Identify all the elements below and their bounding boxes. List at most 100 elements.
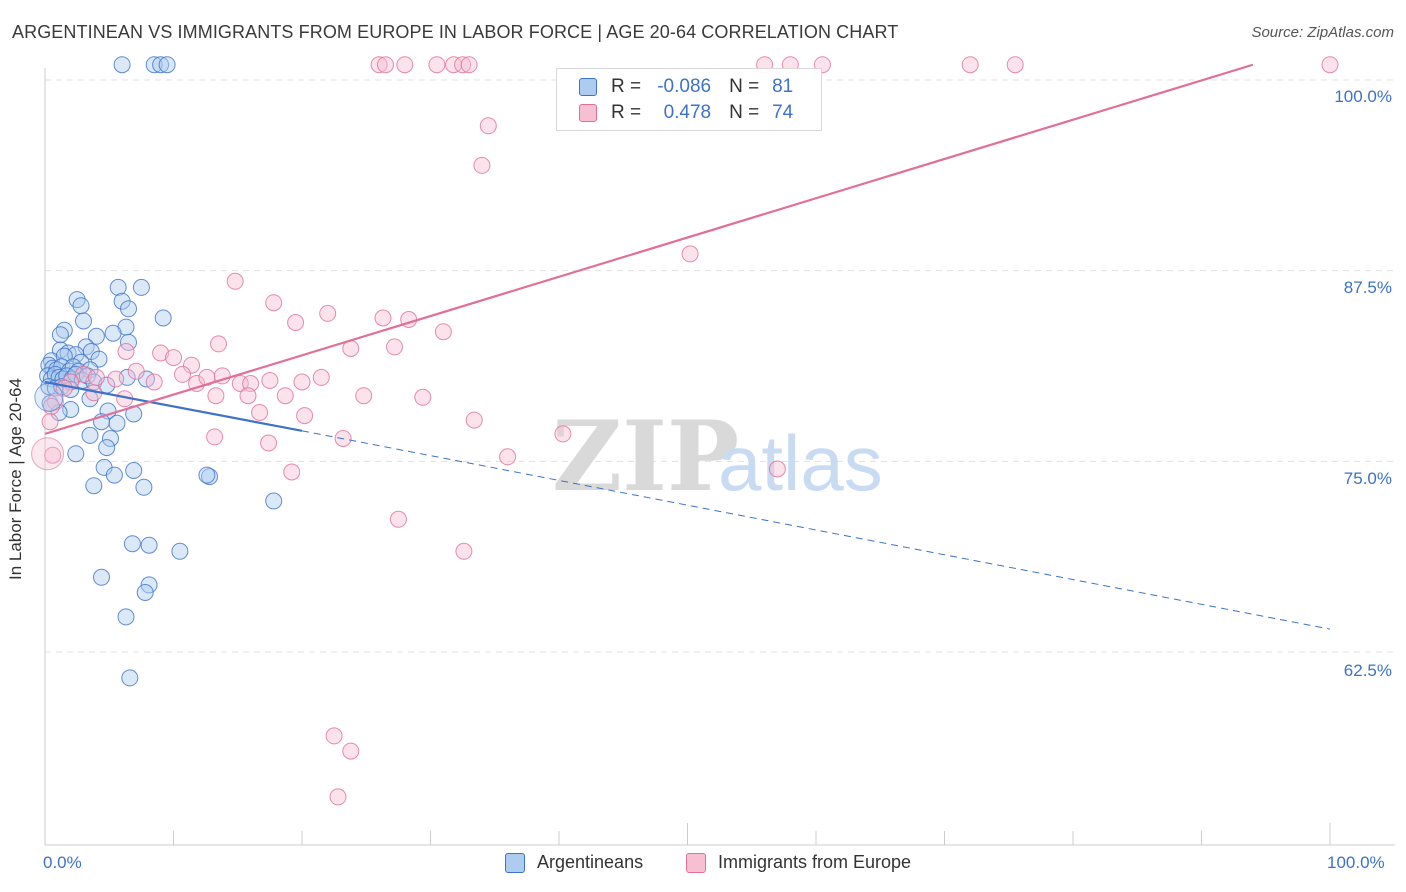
point-immigrants bbox=[396, 56, 414, 74]
point-immigrants bbox=[87, 368, 105, 386]
legend-r-label: R = bbox=[611, 102, 642, 123]
point-argentineans bbox=[113, 56, 131, 74]
grid-lines bbox=[45, 79, 1395, 653]
point-immigrants bbox=[276, 387, 294, 405]
point-argentineans bbox=[132, 278, 150, 296]
point-argentineans bbox=[140, 536, 158, 554]
y-tick-label-75: 75.0% bbox=[1343, 469, 1392, 488]
point-argentineans bbox=[135, 478, 153, 496]
point-immigrants bbox=[287, 314, 305, 331]
point-immigrants bbox=[239, 387, 257, 405]
point-immigrants bbox=[41, 413, 59, 431]
point-argentineans bbox=[81, 426, 99, 444]
point-immigrants bbox=[293, 373, 311, 391]
point-immigrants bbox=[377, 56, 394, 74]
point-immigrants bbox=[188, 375, 206, 392]
point-immigrants bbox=[174, 365, 191, 383]
point-immigrants bbox=[355, 387, 373, 405]
point-immigrants bbox=[260, 434, 278, 452]
point-immigrants bbox=[681, 245, 699, 263]
point-immigrants bbox=[183, 356, 200, 374]
point-immigrants bbox=[231, 375, 249, 392]
point-argentineans bbox=[154, 309, 172, 327]
point-immigrants bbox=[499, 448, 517, 466]
point-immigrants bbox=[165, 349, 182, 367]
point-argentineans bbox=[201, 468, 218, 486]
point-immigrants bbox=[127, 362, 145, 380]
point-argentineans bbox=[198, 466, 216, 484]
y-tick-label-62-5: 62.5% bbox=[1343, 661, 1392, 680]
point-argentineans bbox=[87, 327, 105, 345]
chart-title: ARGENTINEAN VS IMMIGRANTS FROM EUROPE IN… bbox=[12, 22, 899, 42]
point-immigrants bbox=[319, 304, 337, 322]
point-argentineans bbox=[125, 462, 143, 479]
point-argentineans bbox=[51, 326, 69, 344]
x-tick-label-0: 0.0% bbox=[43, 853, 82, 872]
point-immigrants bbox=[296, 407, 314, 425]
trend-lines bbox=[44, 63, 1331, 630]
point-immigrants bbox=[226, 272, 244, 290]
point-immigrants bbox=[1321, 56, 1339, 74]
series-legend: Argentineans Immigrants from Europe bbox=[0, 852, 1406, 878]
point-immigrants bbox=[374, 309, 392, 327]
series-legend-immigrants[interactable]: Immigrants from Europe bbox=[686, 852, 911, 873]
watermark-atlas: atlas bbox=[718, 419, 883, 507]
point-immigrants bbox=[44, 446, 62, 464]
series-swatch-pink bbox=[686, 852, 706, 873]
point-immigrants bbox=[206, 428, 224, 446]
point-immigrants bbox=[207, 387, 225, 405]
point-immigrants bbox=[283, 463, 301, 481]
point-argentineans bbox=[121, 669, 139, 687]
series-legend-argentineans[interactable]: Argentineans bbox=[505, 852, 643, 873]
x-tick-label-100: 100.0% bbox=[1327, 853, 1385, 872]
trend-line-immigrants bbox=[44, 63, 1254, 435]
point-argentineans bbox=[136, 584, 154, 601]
point-argentineans bbox=[102, 430, 119, 447]
point-immigrants bbox=[473, 156, 491, 174]
point-immigrants bbox=[479, 117, 497, 135]
series-swatch-blue bbox=[505, 852, 525, 873]
point-argentineans bbox=[75, 312, 92, 330]
point-argentineans bbox=[105, 466, 123, 484]
point-argentineans bbox=[152, 56, 170, 74]
point-immigrants bbox=[370, 56, 388, 74]
point-immigrants bbox=[455, 542, 473, 560]
point-immigrants bbox=[145, 373, 163, 391]
point-immigrants bbox=[210, 335, 227, 353]
point-argentineans bbox=[98, 439, 116, 457]
point-immigrants bbox=[460, 56, 478, 74]
point-immigrants bbox=[325, 727, 343, 745]
trend-line-argentineans bbox=[44, 380, 303, 432]
point-immigrants bbox=[454, 56, 472, 74]
point-argentineans bbox=[265, 492, 283, 510]
point-immigrants bbox=[265, 294, 283, 312]
series-legend-label: Immigrants from Europe bbox=[718, 852, 912, 872]
y-tick-label-87-5: 87.5% bbox=[1343, 278, 1392, 297]
point-immigrants bbox=[554, 425, 572, 443]
point-argentineans bbox=[158, 56, 176, 74]
point-immigrants bbox=[117, 343, 135, 360]
point-argentineans bbox=[171, 542, 189, 560]
point-argentineans bbox=[123, 535, 141, 553]
point-immigrants bbox=[251, 404, 269, 421]
correlation-legend: R = -0.086 N = 81 R = 0.478 N = 74 bbox=[556, 68, 822, 131]
point-argentineans bbox=[93, 568, 110, 586]
point-immigrants bbox=[75, 365, 92, 383]
point-immigrants bbox=[389, 510, 407, 528]
watermark-zip: ZIP bbox=[552, 400, 739, 513]
point-argentineans bbox=[108, 414, 126, 432]
point-immigrants bbox=[152, 344, 170, 362]
legend-r-value: 0.478 bbox=[663, 102, 712, 123]
legend-n-value: 74 bbox=[772, 102, 794, 123]
trend-line-argentineans-projection bbox=[301, 430, 1331, 630]
point-immigrants bbox=[329, 788, 347, 806]
point-argentineans bbox=[85, 477, 103, 495]
point-argentineans bbox=[72, 297, 90, 315]
legend-r-label: R = bbox=[611, 76, 642, 97]
point-immigrants bbox=[961, 56, 979, 74]
data-points bbox=[31, 56, 1339, 806]
point-argentineans bbox=[120, 300, 137, 318]
point-immigrants bbox=[434, 323, 452, 341]
